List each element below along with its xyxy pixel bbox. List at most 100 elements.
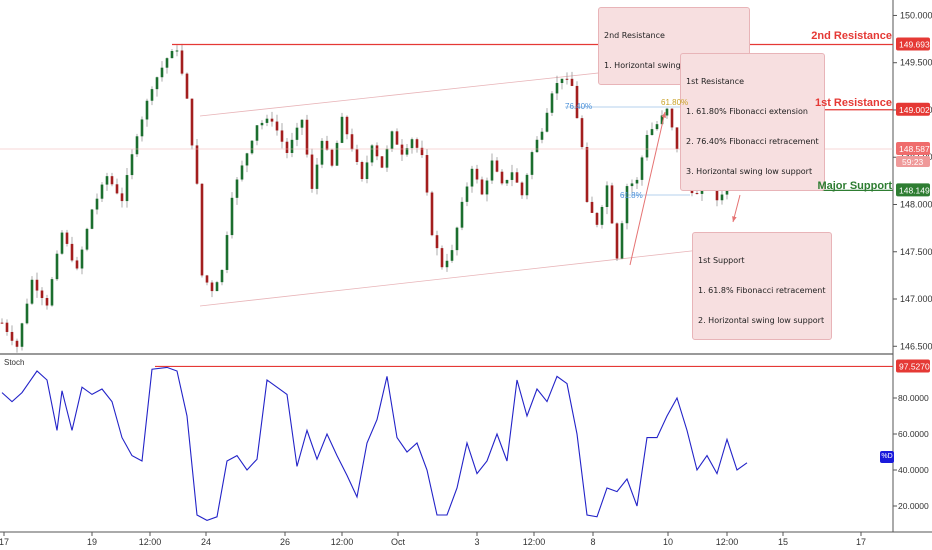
time-axis: 17 19 12:00 24 26 12:00 Oct 3 12:00 8 10 12:00 15 17 (0, 532, 866, 547)
candle-up (410, 139, 414, 149)
candle-down (35, 279, 39, 291)
candle-down (610, 185, 614, 224)
candle-down (110, 176, 114, 185)
candle-up (450, 250, 454, 261)
candle-up (640, 157, 644, 180)
candle-down (565, 78, 569, 80)
candle-down (515, 172, 519, 183)
time-tick-label: 3 (474, 537, 479, 547)
candle-up (165, 58, 169, 68)
candle-down (0, 322, 4, 324)
candle-up (465, 186, 469, 202)
current-price-tag-bg (896, 142, 930, 156)
fib-label-61-ext: 61.80% (661, 98, 689, 107)
time-tick-label: 26 (280, 537, 290, 547)
candle-up (635, 179, 639, 184)
candle-down (575, 85, 579, 119)
candle-down (75, 260, 79, 269)
price-tick-label: 147.000 (900, 294, 932, 304)
candle-down (310, 154, 314, 189)
price-tags: 149.693 149.002 148.149 148.587 59:23 (896, 37, 930, 197)
candle-up (240, 165, 244, 180)
candle-up (650, 129, 654, 135)
candle-up (130, 154, 134, 176)
stoch-d-line (1, 366, 748, 522)
annotation-line: 2. 76.40% Fibonacci retracement (686, 137, 819, 146)
candle-down (70, 243, 74, 261)
candle-up (490, 160, 494, 181)
time-tick-label: 12:00 (716, 537, 739, 547)
candle-up (605, 185, 609, 208)
candle-up (25, 303, 29, 324)
candle-up (510, 172, 514, 180)
candle-up (470, 168, 474, 187)
countdown-label: 59:23 (902, 157, 924, 167)
candle-up (265, 118, 269, 123)
candle-down (270, 118, 274, 122)
candle-down (345, 116, 349, 135)
candle-up (385, 148, 389, 168)
fib-label-61-ret: 61.8% (620, 191, 643, 200)
price-axis: 150.000149.500149.000148.500148.000147.5… (893, 10, 932, 351)
candle-down (675, 127, 679, 150)
candle-down (190, 98, 194, 146)
candle-up (135, 136, 139, 155)
candle-down (380, 156, 384, 168)
grid (0, 0, 932, 533)
candle-down (435, 235, 439, 249)
candle-down (10, 331, 14, 341)
annotation-second-resistance: 2nd Resistance 1. Horizontal swing high … (598, 7, 751, 85)
annotation-line: 3. Horizontal swing low support (686, 167, 813, 176)
candle-up (660, 115, 664, 125)
candle-down (585, 147, 589, 202)
candle-up (555, 83, 559, 94)
candle-down (40, 290, 44, 299)
candle-down (440, 248, 444, 268)
candle-up (125, 175, 129, 202)
candle-up (560, 78, 564, 84)
price-tick-label: 150.000 (900, 10, 932, 20)
time-tick-label: 19 (87, 537, 97, 547)
candle-up (105, 176, 109, 185)
candle-down (500, 171, 504, 184)
candle-down (115, 184, 119, 194)
candle-up (630, 183, 634, 187)
level-label-major-support: Major Support (817, 180, 892, 192)
candle-up (160, 67, 164, 78)
candle-down (590, 201, 594, 213)
candle-down (280, 130, 284, 142)
candle-up (665, 108, 669, 116)
candle-up (390, 131, 394, 149)
time-tick-label: 12:00 (523, 537, 546, 547)
candle-up (535, 139, 539, 153)
annotation-title: 1st Support (698, 256, 745, 265)
candle-down (210, 282, 214, 292)
candle-up (550, 93, 554, 113)
stoch-series-tag: %D (880, 451, 894, 463)
price-tick-label: 149.500 (900, 58, 932, 68)
candle-up (545, 112, 549, 132)
level-tag: 149.693 (899, 39, 930, 49)
candle-down (285, 141, 289, 153)
candle-down (375, 145, 379, 157)
candle-up (140, 119, 144, 137)
time-tick-label: 8 (590, 537, 595, 547)
candle-down (15, 340, 19, 347)
candle-down (275, 121, 279, 131)
candle-up (30, 279, 34, 304)
candle-down (45, 298, 49, 306)
arrow-to-first-support-head (732, 216, 737, 222)
time-tick-label: Oct (391, 537, 406, 547)
candle-down (595, 212, 599, 225)
candle-up (540, 131, 544, 140)
candle-up (625, 186, 629, 224)
stoch-tick-label: 20.0000 (898, 501, 929, 511)
time-tick-label: 12:00 (331, 537, 354, 547)
level-tag: 148.149 (899, 185, 930, 195)
candle-up (460, 201, 464, 228)
candle-up (320, 140, 324, 165)
candle-down (325, 140, 329, 150)
level-tag-bg (896, 183, 930, 197)
stoch-tick-label: 80.0000 (898, 393, 929, 403)
price-tick-label: 147.500 (900, 247, 932, 257)
